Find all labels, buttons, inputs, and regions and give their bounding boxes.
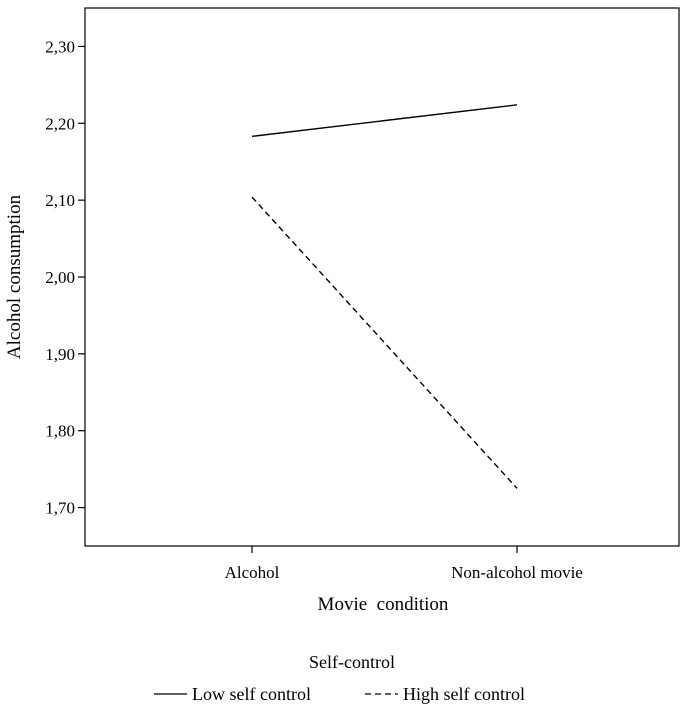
y-axis: 1,70 1,80 1,90 2,00 2,10 2,20 2,30	[45, 37, 85, 518]
y-tick-label: 2,30	[45, 37, 75, 56]
legend: Self-control Low self control High self …	[154, 652, 525, 704]
legend-label-low-self-control: Low self control	[192, 684, 311, 704]
series-line-low-self-control	[251, 104, 518, 138]
legend-title: Self-control	[309, 652, 395, 672]
y-tick-label: 2,00	[45, 268, 75, 287]
y-tick-label: 1,90	[45, 345, 75, 364]
series-layer	[251, 104, 518, 489]
y-tick-label: 2,10	[45, 191, 75, 210]
plot-frame	[84, 7, 680, 547]
x-tick-label: Alcohol	[225, 563, 280, 582]
y-tick-label: 1,70	[45, 499, 75, 518]
x-tick-label: Non-alcohol movie	[451, 563, 583, 582]
series-line-high-self-control	[251, 196, 518, 489]
legend-label-high-self-control: High self control	[403, 684, 525, 704]
y-axis-title: Alcohol consumption	[4, 194, 25, 359]
y-tick-label: 2,20	[45, 114, 75, 133]
x-axis: Alcohol Non-alcohol movie	[225, 546, 583, 582]
y-tick-label: 1,80	[45, 422, 75, 441]
x-axis-title: Movie condition	[318, 594, 449, 615]
